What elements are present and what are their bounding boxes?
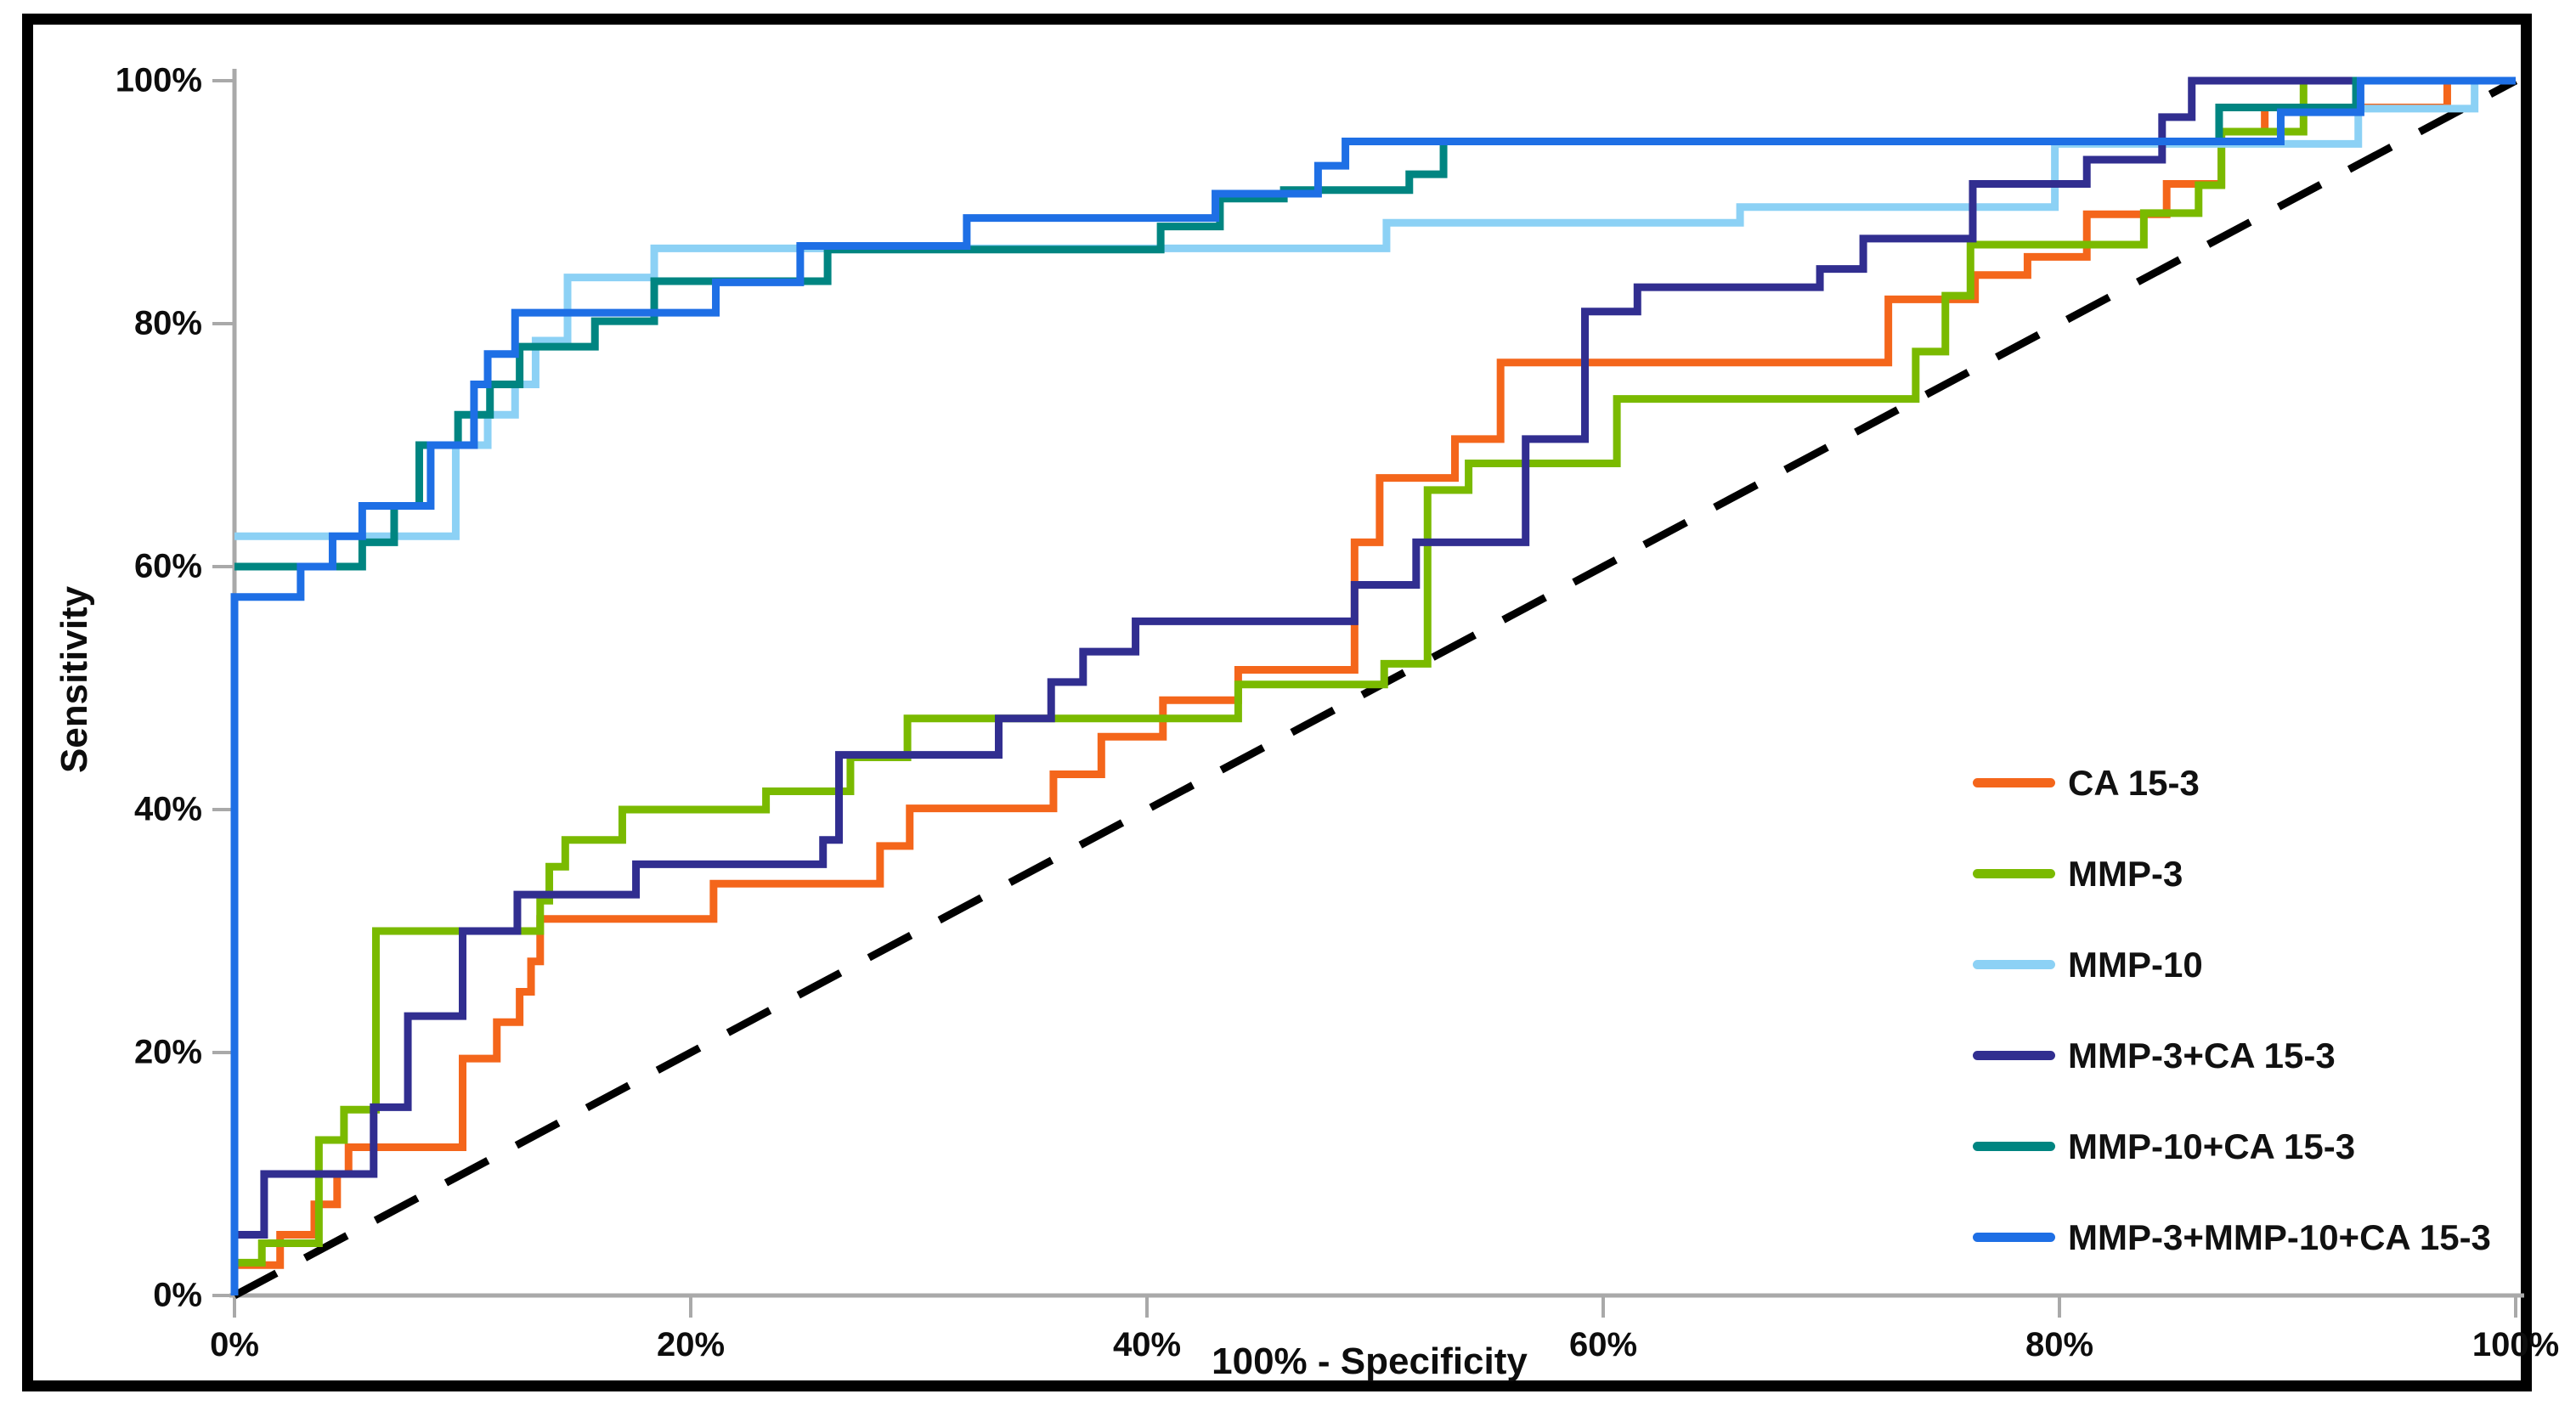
legend: CA 15-3 MMP-3 MMP-10 MMP-3+CA 15-3 MMP-10+CA… — [1973, 737, 2491, 1283]
x-tick-label: 0% — [210, 1326, 259, 1363]
x-tick-label: 80% — [2025, 1326, 2094, 1363]
legend-label: MMP-3+MMP-10+CA 15-3 — [2068, 1216, 2491, 1257]
roc-curve-mmp-3-ca15-3 — [234, 76, 2516, 1239]
legend-line-swatch-mmp-3 — [1973, 869, 2055, 878]
legend-line-swatch-mmp-10 — [1973, 960, 2055, 969]
legend-label: CA 15-3 — [2068, 762, 2200, 803]
x-tick-label: 40% — [1112, 1326, 1182, 1363]
legend-label: MMP-10 — [2068, 944, 2203, 985]
roc-curve-mmp-3 — [234, 76, 2516, 1267]
legend-label: MMP-10+CA 15-3 — [2068, 1126, 2356, 1166]
legend-item-mmp-3-ca15-3: MMP-3+CA 15-3 — [1973, 1010, 2491, 1101]
y-axis-title: Sensitivity — [54, 585, 95, 774]
y-tick-label: 80% — [133, 304, 202, 342]
figure-border — [22, 14, 2532, 1391]
y-tick-label: 0% — [153, 1276, 202, 1314]
legend-item-mmp-10: MMP-10 — [1973, 919, 2491, 1010]
legend-line-swatch-mmp-10-ca15-3 — [1973, 1142, 2055, 1151]
x-tick-label: 100% — [2471, 1326, 2560, 1363]
x-axis-title: 100% - Specificity — [1212, 1341, 1528, 1382]
legend-label: MMP-3 — [2068, 853, 2183, 894]
legend-item-mmp-3-mmp-10-ca15-3: MMP-3+MMP-10+CA 15-3 — [1973, 1192, 2491, 1283]
y-tick-label: 100% — [115, 61, 202, 99]
y-tick-label: 20% — [133, 1033, 202, 1071]
x-tick-label: 60% — [1568, 1326, 1638, 1363]
x-tick-label: 20% — [656, 1326, 726, 1363]
legend-item-ca15-3: CA 15-3 — [1973, 737, 2491, 828]
legend-line-swatch-mmp-3-ca15-3 — [1973, 1051, 2055, 1060]
roc-curve-mmp-3-mmp-10-ca15-3 — [230, 76, 2516, 1295]
roc-curve-mmp-10-ca15-3 — [234, 76, 2516, 571]
roc-curve-mmp-10 — [234, 76, 2516, 540]
legend-line-swatch-ca15-3 — [1973, 778, 2055, 787]
legend-item-mmp-10-ca15-3: MMP-10+CA 15-3 — [1973, 1101, 2491, 1192]
legend-label: MMP-3+CA 15-3 — [2068, 1035, 2336, 1075]
y-tick-label: 60% — [133, 547, 202, 585]
roc-curve-ca15-3 — [234, 76, 2516, 1269]
legend-line-swatch-mmp-3-mmp-10-ca15-3 — [1973, 1233, 2055, 1242]
legend-item-mmp-3: MMP-3 — [1973, 828, 2491, 919]
y-tick-label: 40% — [133, 790, 202, 828]
